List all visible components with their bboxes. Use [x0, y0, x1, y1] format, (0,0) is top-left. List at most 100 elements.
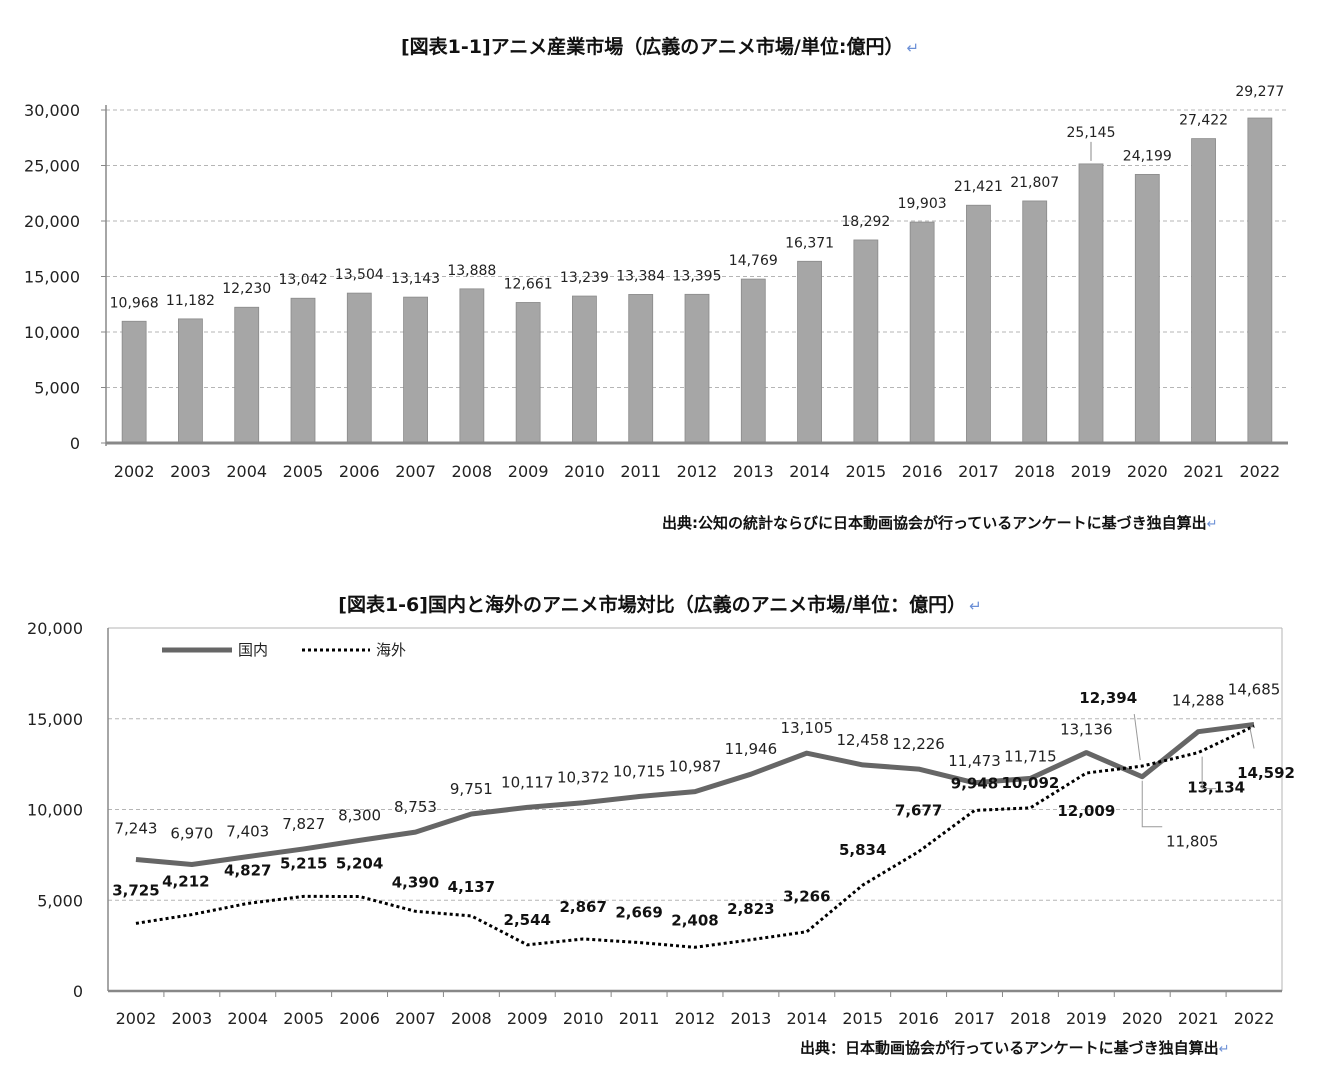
- data-label-domestic: 14,685: [1228, 680, 1281, 698]
- data-label-domestic: 11,946: [725, 740, 778, 758]
- y-tick-label: 10,000: [27, 801, 83, 820]
- x-tick-label: 2006: [339, 1009, 380, 1028]
- data-label-domestic: 10,715: [613, 763, 666, 781]
- data-label-overseas: 4,390: [392, 873, 439, 891]
- legend-label-overseas: 海外: [376, 641, 406, 659]
- x-tick-label: 2003: [170, 462, 211, 481]
- return-mark-icon: ↵: [969, 597, 982, 615]
- x-tick-label: 2015: [842, 1009, 883, 1028]
- data-label: 25,145: [1067, 125, 1116, 141]
- bar: [966, 204, 991, 444]
- y-tick-label: 5,000: [34, 379, 80, 398]
- data-label-overseas: 2,823: [727, 900, 774, 918]
- data-label-domestic: 7,403: [226, 823, 269, 841]
- chart1-title-text: [図表1-1]アニメ産業市場（広義のアニメ市場/単位:億円）: [400, 36, 904, 58]
- data-label: 16,371: [785, 235, 834, 251]
- bar: [234, 306, 260, 444]
- x-tick-label: 2007: [395, 1009, 436, 1028]
- x-tick-label: 2019: [1066, 1009, 1107, 1028]
- x-tick-label: 2008: [451, 1009, 492, 1028]
- x-tick-label: 2020: [1127, 462, 1168, 481]
- data-label-domestic: 14,288: [1172, 692, 1225, 710]
- data-label-overseas: 10,092: [1001, 774, 1059, 792]
- leader-line: [1249, 728, 1255, 749]
- chart2-source-text: 出典：日本動画協会が行っているアンケートに基づき独自算出: [800, 1039, 1219, 1057]
- bar: [853, 239, 879, 444]
- data-label-domestic: 13,105: [781, 719, 834, 737]
- data-label-overseas: 12,009: [1057, 802, 1115, 820]
- data-label: 11,182: [166, 293, 215, 309]
- series-line-overseas: [135, 724, 1255, 949]
- data-label: 13,042: [279, 272, 328, 288]
- x-tick-label: 2011: [620, 462, 661, 481]
- data-label-overseas: 4,827: [224, 861, 271, 879]
- data-label-overseas: 9,948: [951, 774, 998, 792]
- data-label-overseas: 5,204: [336, 855, 383, 873]
- bar: [1134, 173, 1160, 444]
- bar: [1191, 138, 1216, 444]
- data-label-overseas: 3,266: [783, 888, 830, 906]
- bar: [740, 278, 766, 444]
- bar: [1022, 200, 1048, 444]
- bar: [459, 288, 485, 444]
- data-label: 29,277: [1235, 84, 1284, 100]
- data-label-overseas: 12,394: [1079, 689, 1137, 707]
- bar: [290, 297, 316, 444]
- x-tick-label: 2018: [1014, 462, 1055, 481]
- data-label-domestic: 11,473: [948, 752, 1001, 770]
- data-label-overseas: 7,677: [895, 802, 942, 820]
- x-tick-label: 2006: [339, 462, 380, 481]
- leader-line: [1201, 756, 1217, 790]
- x-tick-label: 2003: [171, 1009, 212, 1028]
- x-tick-label: 2013: [731, 1009, 772, 1028]
- x-tick-label: 2013: [733, 462, 774, 481]
- data-label: 13,395: [673, 268, 722, 284]
- data-label-overseas: 4,137: [448, 878, 495, 896]
- chart2-title-text: [図表1-6]国内と海外のアニメ市場対比（広義のアニメ市場/単位：億円）: [338, 594, 967, 616]
- data-label-domestic: 11,805: [1166, 833, 1219, 851]
- y-tick-label: 10,000: [24, 323, 80, 342]
- data-label-overseas: 5,834: [839, 841, 886, 859]
- bar: [121, 320, 147, 444]
- y-tick-label: 20,000: [27, 619, 83, 638]
- x-tick-label: 2021: [1183, 462, 1224, 481]
- bar: [909, 221, 935, 444]
- x-tick-label: 2020: [1122, 1009, 1163, 1028]
- data-label: 27,422: [1179, 113, 1228, 129]
- data-label-overseas: 2,408: [671, 911, 718, 929]
- data-label-domestic: 7,243: [114, 820, 157, 838]
- data-label-domestic: 6,970: [170, 824, 213, 842]
- x-tick-label: 2007: [395, 462, 436, 481]
- data-label-overseas: 3,725: [112, 881, 159, 899]
- data-label-overseas: 2,544: [504, 911, 551, 929]
- data-label: 18,292: [841, 214, 890, 230]
- bar: [684, 293, 710, 444]
- legend-label-domestic: 国内: [238, 641, 268, 659]
- x-tick-label: 2015: [845, 462, 886, 481]
- data-label-domestic: 12,458: [836, 731, 889, 749]
- bar: [346, 292, 372, 444]
- y-tick-label: 25,000: [24, 157, 80, 176]
- data-label: 13,888: [447, 263, 496, 279]
- bar: [797, 260, 822, 444]
- bar: [572, 295, 597, 444]
- data-label-overseas: 14,592: [1237, 764, 1295, 782]
- x-tick-label: 2005: [283, 462, 324, 481]
- data-label-domestic: 9,751: [450, 780, 493, 798]
- data-label: 13,143: [391, 271, 440, 287]
- series-line-domestic: [135, 721, 1255, 867]
- x-tick-label: 2012: [677, 462, 718, 481]
- data-label: 21,421: [954, 179, 1003, 195]
- y-tick-label: 0: [70, 434, 80, 453]
- data-label: 13,384: [616, 268, 665, 284]
- data-label-overseas: 2,867: [559, 898, 606, 916]
- chart2-source: 出典：日本動画協会が行っているアンケートに基づき独自算出↵: [800, 1037, 1230, 1058]
- data-label-domestic: 10,372: [557, 769, 610, 787]
- data-label: 13,504: [335, 267, 384, 283]
- data-label: 19,903: [898, 196, 947, 212]
- x-tick-label: 2014: [786, 1009, 827, 1028]
- chart1-source: 出典:公知の統計ならびに日本動画協会が行っているアンケートに基づき独自算出↵: [662, 512, 1218, 533]
- x-tick-label: 2002: [114, 462, 155, 481]
- data-label-domestic: 13,136: [1060, 721, 1113, 739]
